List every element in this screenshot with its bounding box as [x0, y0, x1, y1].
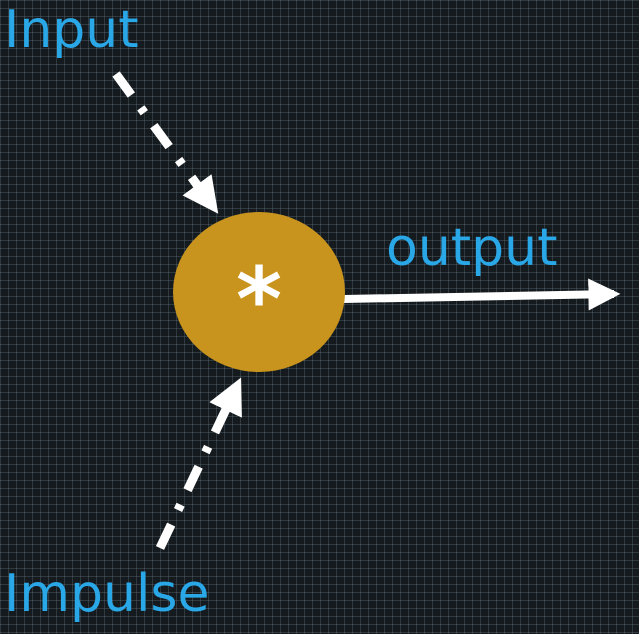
input-label: Input: [4, 0, 139, 60]
impulse-label: Impulse: [4, 564, 210, 624]
impulse-arrow: [155, 377, 243, 550]
convolution-operator-circle: [173, 212, 345, 372]
input-arrow: [112, 71, 219, 214]
output-arrow: [343, 278, 621, 311]
output-label: output: [386, 218, 558, 278]
convolution-symbol: *: [236, 248, 282, 351]
